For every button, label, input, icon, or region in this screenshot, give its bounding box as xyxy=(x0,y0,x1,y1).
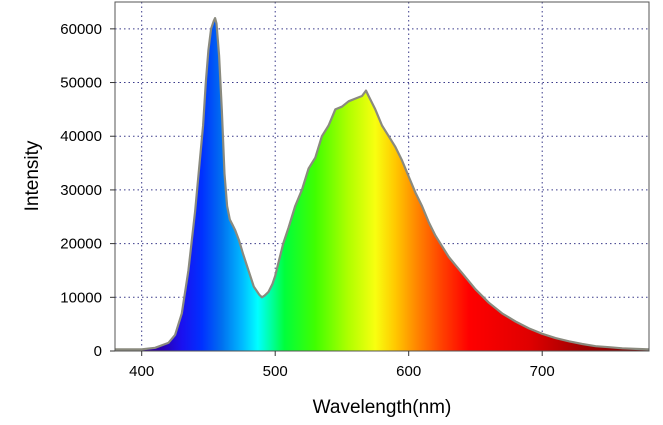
plot-frame xyxy=(114,1,650,352)
y-tick-label: 50000 xyxy=(60,75,102,92)
x-axis-title: Wavelength(nm) xyxy=(313,397,452,418)
y-tick-label: 40000 xyxy=(60,128,102,145)
y-axis-ticks: 0 10000 20000 30000 40000 50000 60000 xyxy=(60,21,115,360)
x-axis-ticks: 400 500 600 700 xyxy=(129,351,555,380)
x-tick-label: 400 xyxy=(129,363,154,380)
y-tick-label: 20000 xyxy=(60,236,102,253)
y-axis-title: Intensity xyxy=(22,140,43,211)
x-tick-label: 500 xyxy=(263,363,288,380)
y-tick-label: 10000 xyxy=(60,289,102,306)
y-tick-label: 60000 xyxy=(60,21,102,38)
y-tick-label: 30000 xyxy=(60,182,102,199)
y-tick-label: 0 xyxy=(94,343,102,360)
spectrum-line xyxy=(115,17,649,351)
x-tick-label: 600 xyxy=(396,363,421,380)
x-tick-label: 700 xyxy=(530,363,555,380)
spectrum-area xyxy=(115,18,649,351)
